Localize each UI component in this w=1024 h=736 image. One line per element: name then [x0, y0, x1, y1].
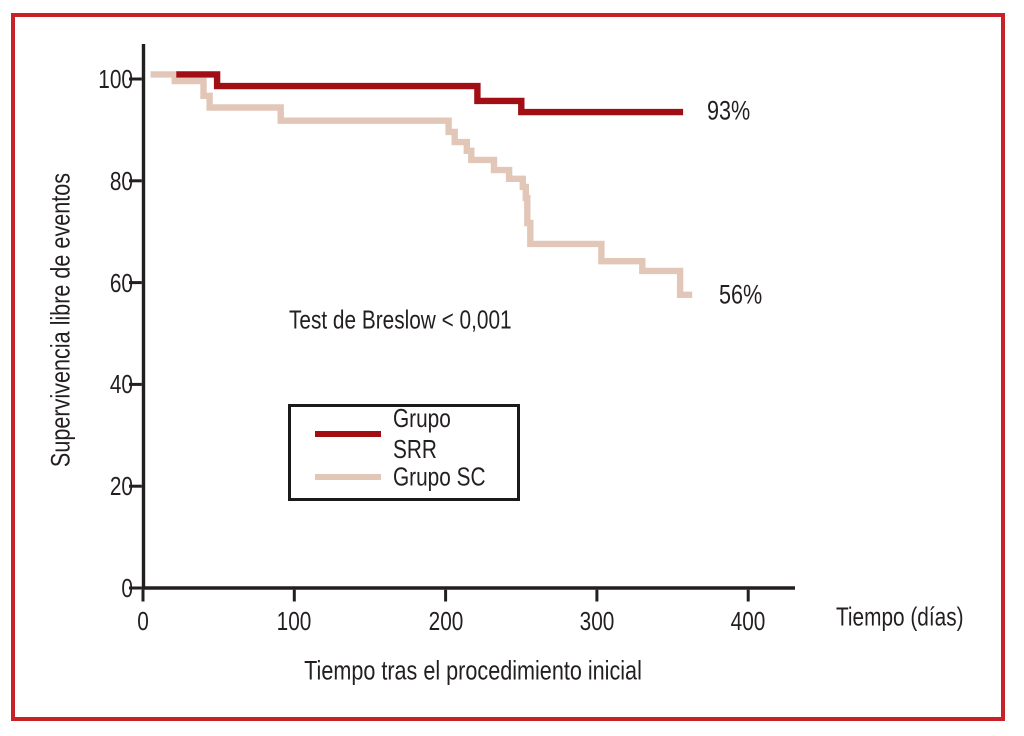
x-tick-label-100: 100: [276, 606, 312, 636]
curve-grupo-srr: [176, 71, 684, 116]
legend-swatch-grupo-srr: [315, 431, 381, 437]
y-tick-label-0: 0: [121, 573, 133, 603]
y-axis-title: Supervivencia libre de eventos: [45, 172, 76, 468]
y-tick-label-20: 20: [109, 471, 133, 502]
y-tick-label-100: 100: [98, 64, 133, 94]
legend-label-grupo-sc: Grupo SC: [393, 461, 486, 492]
legend: Grupo SRR Grupo SC: [288, 403, 520, 501]
x-axis-title: Tiempo tras el procedimiento inicial: [304, 655, 642, 686]
curve-end-label-sc: 56%: [719, 279, 763, 310]
y-tick-label-40: 40: [109, 369, 133, 400]
y-tick-label-60: 60: [109, 267, 133, 298]
x-tick-label-400: 400: [730, 606, 766, 636]
legend-swatch-grupo-sc: [315, 474, 381, 480]
legend-label-grupo-srr: Grupo SRR: [393, 403, 451, 464]
x-axis-unit-label: Tiempo (días): [836, 601, 964, 632]
y-tick-label-80: 80: [109, 165, 133, 196]
figure-border-frame: [11, 13, 1005, 721]
curve-grupo-sc: [150, 71, 693, 298]
breslow-test-annotation: Test de Breslow < 0,001: [289, 304, 512, 335]
x-tick-label-0: 0: [137, 606, 149, 636]
x-tick-label-300: 300: [579, 606, 615, 636]
curve-end-label-srr: 93%: [707, 95, 751, 126]
x-tick-label-200: 200: [428, 606, 463, 636]
